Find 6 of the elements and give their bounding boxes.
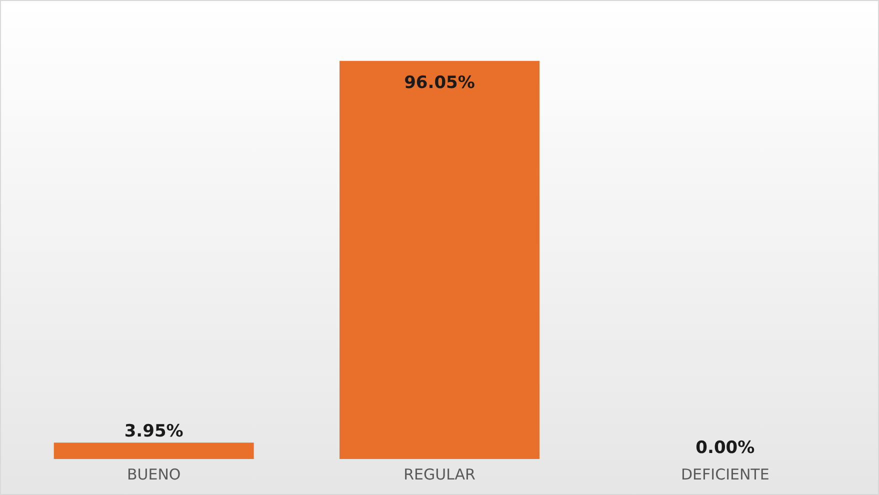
x-tick-label: BUENO <box>126 466 181 484</box>
data-label: 0.00% <box>696 438 755 458</box>
data-label: 3.95% <box>124 422 184 442</box>
data-label: 96.05% <box>404 72 475 93</box>
x-tick-label: REGULAR <box>404 466 476 484</box>
x-tick-label: DEFICIENTE <box>681 466 770 484</box>
